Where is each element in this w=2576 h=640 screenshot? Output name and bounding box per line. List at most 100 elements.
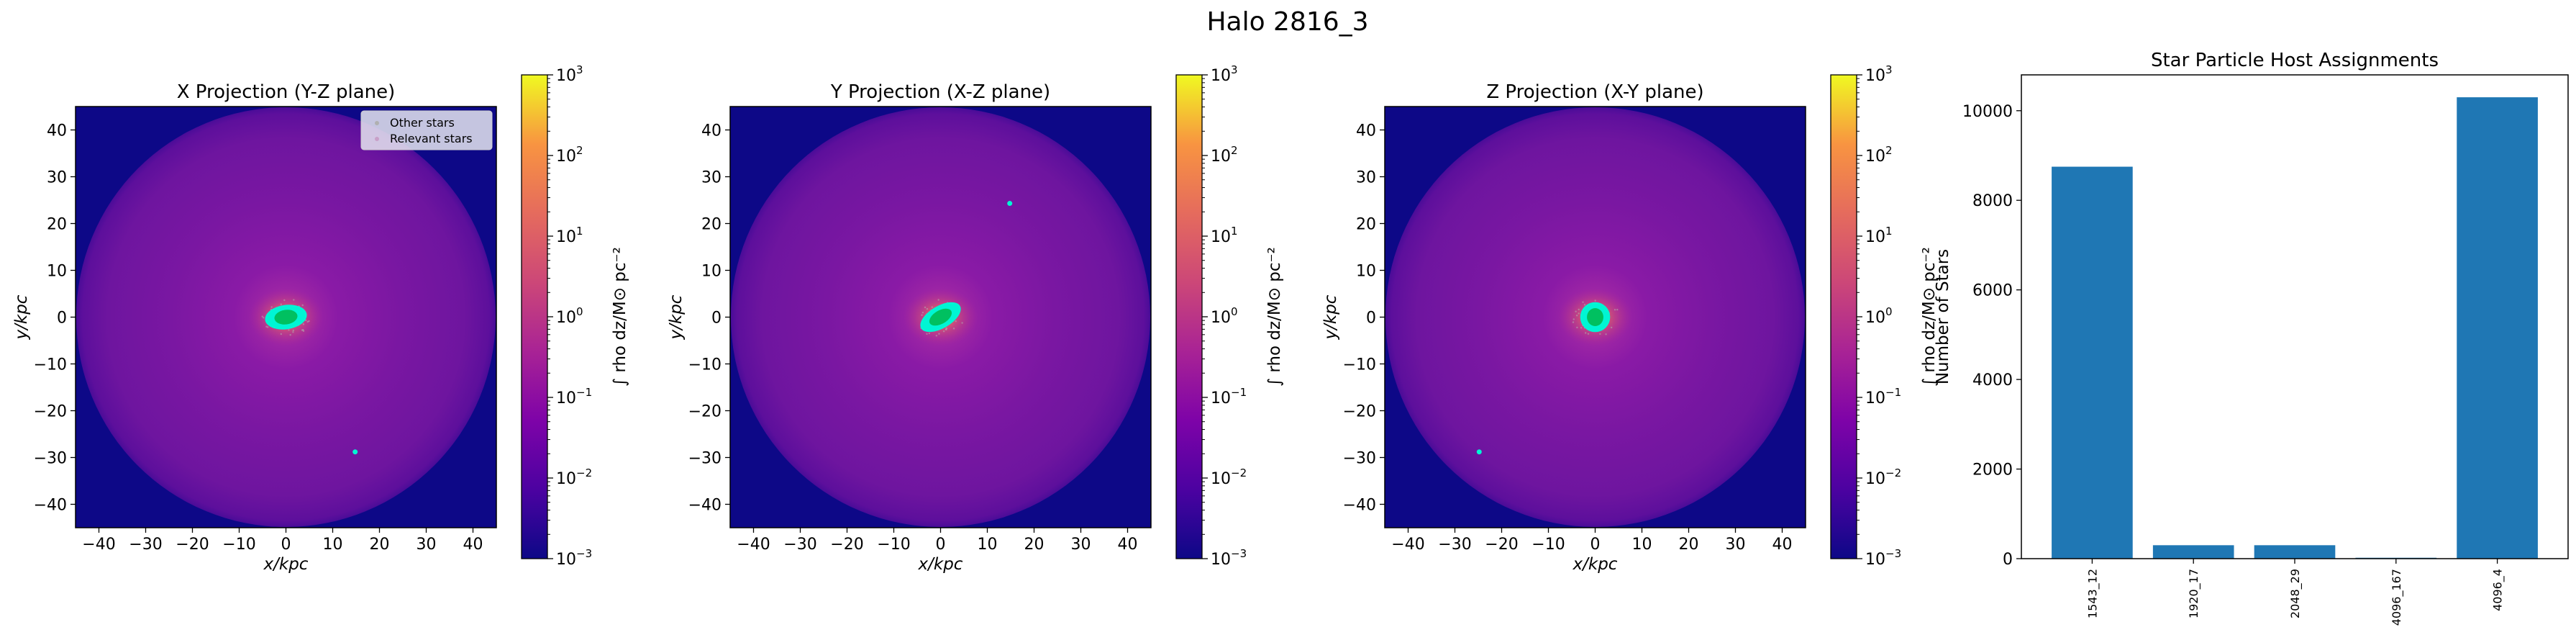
other-star-point (926, 307, 929, 310)
legend-marker-other (375, 121, 379, 125)
x-category-label: 2048_29 (2288, 569, 2303, 618)
other-star-point (1572, 321, 1575, 323)
y-tick-label: −30 (34, 450, 67, 468)
colorbar: 10−3 10−2 10−1 100 101 102 103 ∫ rho dz/M⊙ pc⁻² (1175, 63, 1284, 569)
x-tick-label: 40 (1118, 536, 1138, 554)
y-tick-label: 0 (57, 310, 67, 328)
y-tick-label: 10 (1356, 263, 1376, 281)
colorbar-gradient (1175, 74, 1203, 559)
other-star-point (955, 320, 957, 323)
x-tick-label: 10 (978, 536, 998, 554)
colorbar-tick-label: 101 (1865, 225, 1893, 246)
y-tick-label: −20 (688, 403, 722, 421)
colorbar-tick-label: 102 (556, 144, 583, 166)
relevant-star-point (1007, 201, 1013, 207)
x-category-label: 1920_17 (2187, 569, 2201, 618)
other-star-point (302, 329, 304, 331)
y-tick-label: 0 (1366, 310, 1376, 328)
other-star-point (308, 320, 310, 323)
x-axis-label: x/kpc (918, 555, 963, 574)
other-star-point (1582, 301, 1584, 303)
x-tick-label: 10 (1632, 536, 1652, 554)
x-tick-label: −30 (783, 536, 816, 554)
other-star-point (289, 333, 291, 336)
x-category-label: 4096_4 (2491, 569, 2506, 611)
y-tick-label: −40 (1343, 497, 1376, 515)
projection-panel-3: −40 −40 −30 −30 −20 −20 −10 −10 0 0 10 10 20 20 30 30 40… (1321, 63, 1939, 574)
y-axis-label: y/kpc (1321, 294, 1340, 340)
x-tick-label: 20 (1679, 536, 1699, 554)
other-star-point (1605, 333, 1607, 335)
colorbar-gradient (521, 74, 548, 559)
y-tick-label: −20 (1343, 403, 1376, 421)
bar-2048_29 (2254, 545, 2336, 559)
x-tick-label: 0 (1590, 536, 1601, 554)
y-tick-label: 20 (1356, 216, 1376, 234)
x-axis-label: x/kpc (1573, 555, 1618, 574)
x-tick-label: 40 (1772, 536, 1793, 554)
other-star-point (1584, 332, 1587, 334)
y-tick-label: 10000 (1962, 103, 2013, 121)
colorbar-tick-label: 10−2 (556, 467, 592, 488)
x-tick-label: −10 (222, 536, 255, 554)
colorbar-label: ∫ rho dz/M⊙ pc⁻² (611, 247, 629, 387)
projection-title: Y Projection (X-Z plane) (830, 81, 1050, 103)
bar-chart-title: Star Particle Host Assignments (2151, 50, 2439, 71)
colorbar-tick-label: 103 (1865, 63, 1893, 85)
y-tick-label: −10 (688, 356, 722, 374)
other-star-point (1575, 315, 1578, 317)
other-star-point (924, 306, 927, 309)
x-tick-label: 40 (463, 536, 483, 554)
colorbar-tick-label: 10−3 (1865, 547, 1901, 569)
y-tick-label: 8000 (1972, 192, 2013, 210)
x-tick-label: −40 (82, 536, 115, 554)
other-star-point (1578, 308, 1580, 311)
x-tick-label: 10 (323, 536, 343, 554)
y-axis-label: y/kpc (667, 294, 686, 340)
y-tick-label: 4000 (1972, 371, 2013, 389)
legend-box (360, 110, 493, 150)
colorbar-tick-label: 103 (1211, 63, 1238, 85)
colorbar-tick-label: 100 (1211, 305, 1238, 327)
y-tick-label: −30 (1343, 450, 1376, 468)
projection-panel-1: −40 −40 −30 −30 −20 −20 −10 −10 0 0 10 10 20 20 30 30 40… (12, 63, 629, 574)
x-tick-label: 20 (1024, 536, 1044, 554)
colorbar-tick-label: 101 (1211, 225, 1238, 246)
relevant-stars-core-center (274, 310, 298, 325)
y-tick-label: −10 (1343, 356, 1376, 374)
other-star-point (928, 332, 931, 335)
other-star-point (288, 329, 290, 331)
colorbar: 10−3 10−2 10−1 100 101 102 103 ∫ rho dz/M⊙ pc⁻² (521, 63, 629, 569)
x-tick-label: 0 (936, 536, 946, 554)
colorbar-tick-label: 102 (1211, 144, 1238, 166)
other-star-point (935, 335, 938, 337)
x-tick-label: −40 (1391, 536, 1424, 554)
other-star-point (302, 323, 305, 325)
projection-panel-2: −40 −40 −30 −30 −20 −20 −10 −10 0 0 10 10 20 20 30 30 40… (667, 63, 1284, 574)
colorbar-label: ∫ rho dz/M⊙ pc⁻² (1920, 247, 1939, 387)
x-tick-label: 30 (1726, 536, 1746, 554)
bar-1543_12 (2052, 166, 2133, 559)
other-star-point (952, 328, 955, 330)
other-star-point (937, 299, 939, 301)
relevant-stars-core-center (929, 308, 952, 326)
bar-axes-frame (2021, 74, 2569, 559)
x-tick-label: −20 (1485, 536, 1518, 554)
y-tick-label: −10 (34, 356, 67, 374)
x-category-label: 1543_12 (2085, 569, 2100, 618)
other-star-point (945, 327, 948, 330)
other-star-point (1594, 299, 1596, 302)
x-axis-label: x/kpc (263, 555, 309, 574)
colorbar-tick-label: 10−2 (1211, 467, 1247, 488)
bar-1920_17 (2152, 545, 2234, 559)
x-tick-label: 30 (417, 536, 437, 554)
other-star-point (1610, 326, 1613, 329)
other-star-point (938, 333, 940, 335)
y-tick-label: 40 (1356, 122, 1376, 140)
other-star-point (261, 315, 263, 317)
colorbar-tick-label: 10−3 (556, 547, 592, 569)
other-star-point (961, 322, 963, 324)
other-star-point (921, 314, 923, 316)
other-star-point (1573, 318, 1575, 320)
other-star-point (921, 311, 924, 314)
